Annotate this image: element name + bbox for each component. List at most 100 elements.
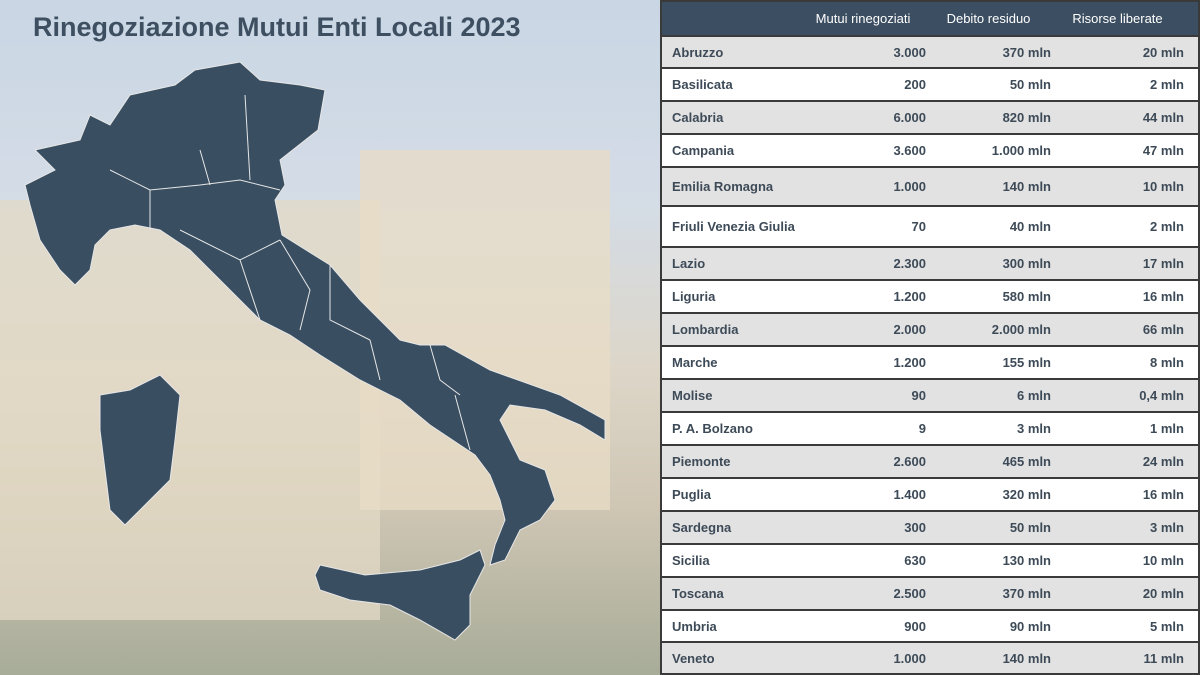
cell-region: Sardegna — [672, 520, 732, 535]
cell-debito: 465 mln — [1002, 454, 1051, 469]
cell-risorse: 66 mln — [1142, 322, 1184, 337]
cell-debito: 300 mln — [1002, 256, 1051, 271]
cell-mutui: 1.200 — [893, 289, 926, 304]
cell-mutui: 1.000 — [893, 650, 926, 666]
table-row: Marche 1.200 155 mln 8 mln — [662, 347, 1198, 378]
cell-region: Marche — [672, 355, 718, 370]
table-row: Toscana 2.500 370 mln 20 mln — [662, 578, 1198, 609]
cell-mutui: 1.400 — [893, 487, 926, 502]
cell-region: Veneto — [672, 650, 715, 666]
table-row: Piemonte 2.600 465 mln 24 mln — [662, 446, 1198, 477]
table-row: Friuli Venezia Giulia 70 40 mln 2 mln — [662, 207, 1198, 246]
cell-mutui: 1.000 — [893, 179, 926, 194]
cell-mutui: 200 — [904, 77, 926, 92]
table-header: Mutui rinegoziati Debito residuo Risorse… — [662, 2, 1198, 35]
cell-region: Emilia Romagna — [672, 179, 774, 194]
cell-mutui: 300 — [904, 520, 926, 535]
cell-mutui: 2.000 — [893, 322, 926, 337]
cell-risorse: 20 mln — [1142, 44, 1184, 60]
cell-region: Calabria — [672, 110, 724, 125]
cell-debito: 90 mln — [1009, 618, 1051, 634]
cell-risorse: 10 mln — [1142, 179, 1184, 194]
cell-mutui: 2.300 — [893, 256, 926, 271]
cell-debito: 50 mln — [1009, 77, 1051, 92]
map-sicily — [314, 549, 486, 641]
cell-debito: 50 mln — [1009, 520, 1051, 535]
cell-mutui: 1.200 — [893, 355, 926, 370]
cell-region: Liguria — [672, 289, 716, 304]
header-risorse: Risorse liberate — [1072, 11, 1163, 26]
table-row: Abruzzo 3.000 370 mln 20 mln — [662, 37, 1198, 67]
cell-region: P. A. Bolzano — [672, 421, 753, 436]
table-row: Molise 90 6 mln 0,4 mln — [662, 380, 1198, 411]
cell-debito: 1.000 mln — [991, 143, 1051, 158]
cell-risorse: 3 mln — [1150, 520, 1184, 535]
table-row: Emilia Romagna 1.000 140 mln 10 mln — [662, 168, 1198, 205]
cell-region: Sicilia — [672, 553, 710, 568]
map-sardinia — [99, 374, 181, 526]
cell-debito: 40 mln — [1009, 219, 1051, 234]
cell-risorse: 24 mln — [1142, 454, 1184, 469]
table-row: Basilicata 200 50 mln 2 mln — [662, 69, 1198, 100]
cell-mutui: 630 — [904, 553, 926, 568]
cell-debito: 370 mln — [1002, 44, 1051, 60]
header-mutui: Mutui rinegoziati — [815, 11, 911, 26]
cell-region: Lombardia — [672, 322, 739, 337]
table-row: Sardegna 300 50 mln 3 mln — [662, 512, 1198, 543]
table-row: Calabria 6.000 820 mln 44 mln — [662, 102, 1198, 133]
table-row: Sicilia 630 130 mln 10 mln — [662, 545, 1198, 576]
cell-region: Campania — [672, 143, 735, 158]
cell-debito: 6 mln — [1017, 388, 1051, 403]
cell-risorse: 44 mln — [1142, 110, 1184, 125]
table-row: Lazio 2.300 300 mln 17 mln — [662, 248, 1198, 279]
cell-risorse: 8 mln — [1150, 355, 1184, 370]
cell-risorse: 47 mln — [1142, 143, 1184, 158]
header-debito: Debito residuo — [946, 11, 1031, 26]
cell-mutui: 900 — [904, 618, 926, 634]
cell-risorse: 10 mln — [1142, 553, 1184, 568]
cell-risorse: 2 mln — [1150, 77, 1184, 92]
table-row: Liguria 1.200 580 mln 16 mln — [662, 281, 1198, 312]
cell-mutui: 3.600 — [893, 143, 926, 158]
cell-debito: 320 mln — [1002, 487, 1051, 502]
cell-risorse: 5 mln — [1150, 618, 1184, 634]
cell-risorse: 20 mln — [1142, 586, 1184, 601]
cell-mutui: 3.000 — [893, 44, 926, 60]
cell-debito: 580 mln — [1002, 289, 1051, 304]
table-row: Lombardia 2.000 2.000 mln 66 mln — [662, 314, 1198, 345]
cell-risorse: 11 mln — [1143, 650, 1184, 666]
cell-risorse: 0,4 mln — [1139, 388, 1184, 403]
cell-risorse: 16 mln — [1142, 487, 1184, 502]
cell-risorse: 1 mln — [1150, 421, 1184, 436]
table-row: Umbria 900 90 mln 5 mln — [662, 611, 1198, 641]
cell-debito: 155 mln — [1002, 355, 1051, 370]
cell-region: Lazio — [672, 256, 706, 271]
cell-mutui: 2.500 — [893, 586, 926, 601]
cell-region: Friuli Venezia Giulia — [672, 219, 795, 234]
regions-table: Mutui rinegoziati Debito residuo Risorse… — [660, 0, 1200, 675]
cell-risorse: 2 mln — [1150, 219, 1184, 234]
cell-debito: 370 mln — [1002, 586, 1051, 601]
cell-mutui: 70 — [911, 219, 926, 234]
cell-risorse: 16 mln — [1142, 289, 1184, 304]
cell-mutui: 2.600 — [893, 454, 926, 469]
cell-debito: 140 mln — [1002, 650, 1051, 666]
cell-risorse: 17 mln — [1142, 256, 1184, 271]
cell-mutui: 90 — [911, 388, 926, 403]
cell-debito: 820 mln — [1002, 110, 1051, 125]
cell-mutui: 6.000 — [893, 110, 926, 125]
italy-map — [24, 61, 606, 641]
cell-debito: 2.000 mln — [991, 322, 1051, 337]
cell-region: Umbria — [672, 618, 717, 634]
cell-region: Basilicata — [672, 77, 733, 92]
cell-region: Toscana — [672, 586, 724, 601]
cell-region: Abruzzo — [672, 44, 724, 60]
cell-debito: 130 mln — [1002, 553, 1051, 568]
table-row: Veneto 1.000 140 mln 11 mln — [662, 643, 1198, 673]
cell-region: Puglia — [672, 487, 712, 502]
table-row: Puglia 1.400 320 mln 16 mln — [662, 479, 1198, 510]
cell-region: Piemonte — [672, 454, 731, 469]
cell-debito: 3 mln — [1017, 421, 1051, 436]
cell-debito: 140 mln — [1002, 179, 1051, 194]
table-row: P. A. Bolzano 9 3 mln 1 mln — [662, 413, 1198, 444]
